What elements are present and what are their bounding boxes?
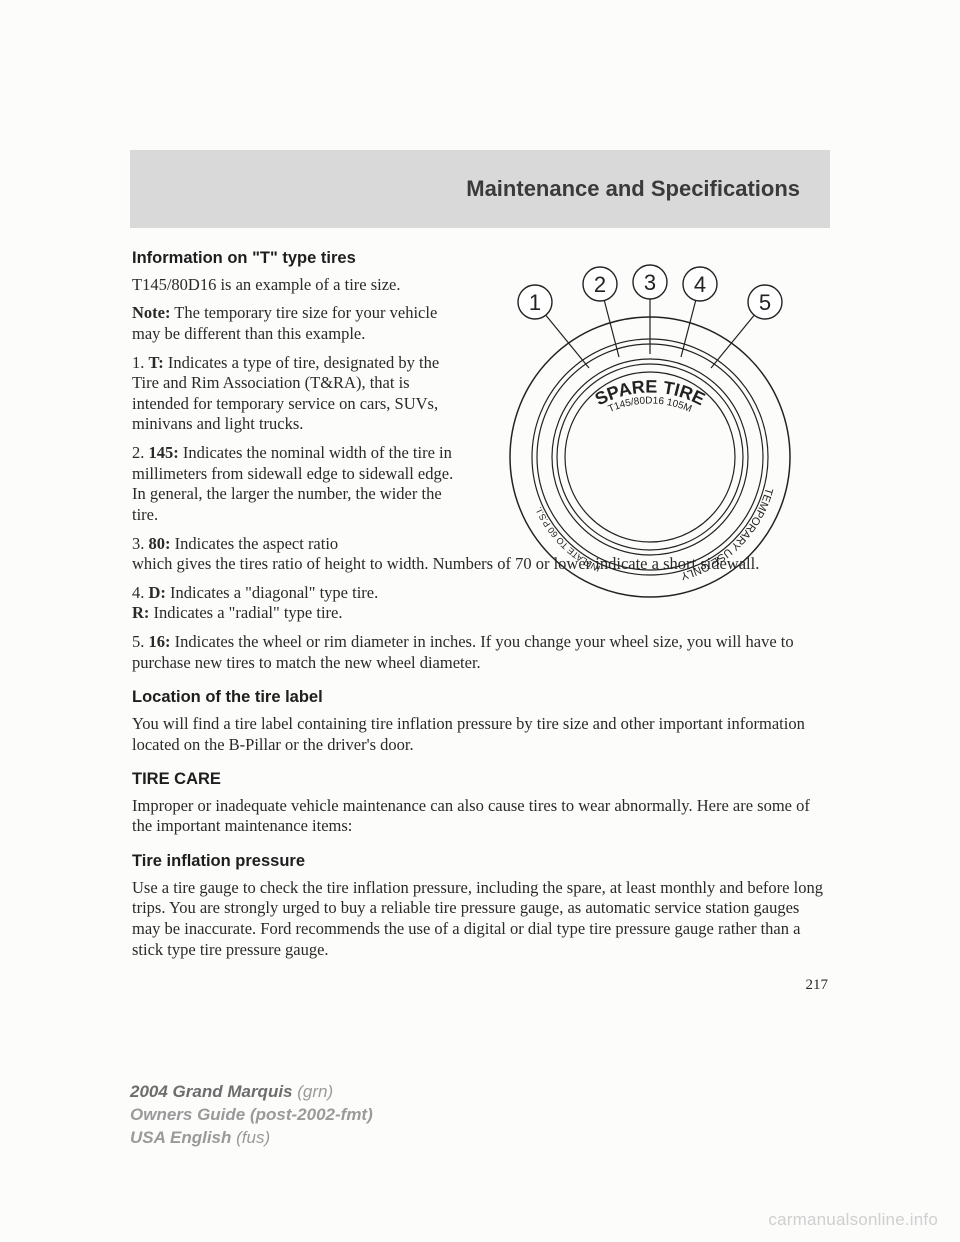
section1-item2: 2. 145: Indicates the nominal width of t… xyxy=(132,443,462,526)
item4-num: 4. xyxy=(132,583,149,602)
item4-bold: D: xyxy=(149,583,166,602)
section3-heading: TIRE CARE xyxy=(132,769,828,790)
section4-p1: Use a tire gauge to check the tire infla… xyxy=(132,878,828,961)
section1-item5: 5. 16: Indicates the wheel or rim diamet… xyxy=(132,632,828,673)
item1-text: Indicates a type of tire, designated by … xyxy=(132,353,439,434)
item3-bold: 80: xyxy=(149,534,171,553)
item5-text: Indicates the wheel or rim diameter in i… xyxy=(132,632,794,672)
tire-left-text: INFLATE TO 60 P.S.I. xyxy=(533,505,601,573)
section2-heading: Location of the tire label xyxy=(132,687,828,708)
footer-block: 2004 Grand Marquis (grn) Owners Guide (p… xyxy=(130,1081,373,1150)
item5-bold: 16: xyxy=(149,632,171,651)
section1-p1: T145/80D16 is an example of a tire size. xyxy=(132,275,462,296)
callout-2: 2 xyxy=(594,272,606,297)
callout-1: 1 xyxy=(529,290,541,315)
section4-heading: Tire inflation pressure xyxy=(132,851,828,872)
section1-note: Note: The temporary tire size for your v… xyxy=(132,303,462,344)
callout-3: 3 xyxy=(644,270,656,295)
footer-line3b: (fus) xyxy=(231,1128,270,1147)
footer-title-code: (grn) xyxy=(293,1082,334,1101)
callout-4: 4 xyxy=(694,272,706,297)
footer-line3a: USA English xyxy=(130,1128,231,1147)
note-text: The temporary tire size for your vehicle… xyxy=(132,303,437,343)
item3-num: 3. xyxy=(132,534,149,553)
item4b-bold: R: xyxy=(132,603,149,622)
item2-bold: 145: xyxy=(149,443,179,462)
watermark: carmanualsonline.info xyxy=(768,1210,938,1230)
page-container: Maintenance and Specifications xyxy=(130,150,830,995)
item5-num: 5. xyxy=(132,632,149,651)
content-area: SPARE TIRE T145/80D16 105M TEMPORARY USE… xyxy=(130,248,830,995)
section2-p1: You will find a tire label containing ti… xyxy=(132,714,828,755)
section3-p1: Improper or inadequate vehicle maintenan… xyxy=(132,796,828,837)
item3-text-a: Indicates the aspect ratio xyxy=(171,534,339,553)
item2-text: Indicates the nominal width of the tire … xyxy=(132,443,453,524)
item1-bold: T: xyxy=(149,353,164,372)
item4b-text: Indicates a "radial" type tire. xyxy=(149,603,342,622)
footer-line2: Owners Guide (post-2002-fmt) xyxy=(130,1104,373,1127)
tire-right-text: TEMPORARY USE ONLY xyxy=(679,486,775,582)
section1-item1: 1. T: Indicates a type of tire, designat… xyxy=(132,353,462,436)
item1-num: 1. xyxy=(132,353,149,372)
footer-title: 2004 Grand Marquis xyxy=(130,1082,293,1101)
note-label: Note: xyxy=(132,303,170,322)
tire-diagram: SPARE TIRE T145/80D16 105M TEMPORARY USE… xyxy=(480,262,820,608)
callout-5: 5 xyxy=(759,290,771,315)
item2-num: 2. xyxy=(132,443,149,462)
svg-text:TEMPORARY USE ONLY: TEMPORARY USE ONLY xyxy=(679,486,775,582)
header-title: Maintenance and Specifications xyxy=(466,176,800,202)
item4-text: Indicates a "diagonal" type tire. xyxy=(166,583,378,602)
page-number: 217 xyxy=(132,976,828,995)
svg-text:INFLATE TO 60 P.S.I.: INFLATE TO 60 P.S.I. xyxy=(533,505,601,573)
header-bar: Maintenance and Specifications xyxy=(130,150,830,228)
